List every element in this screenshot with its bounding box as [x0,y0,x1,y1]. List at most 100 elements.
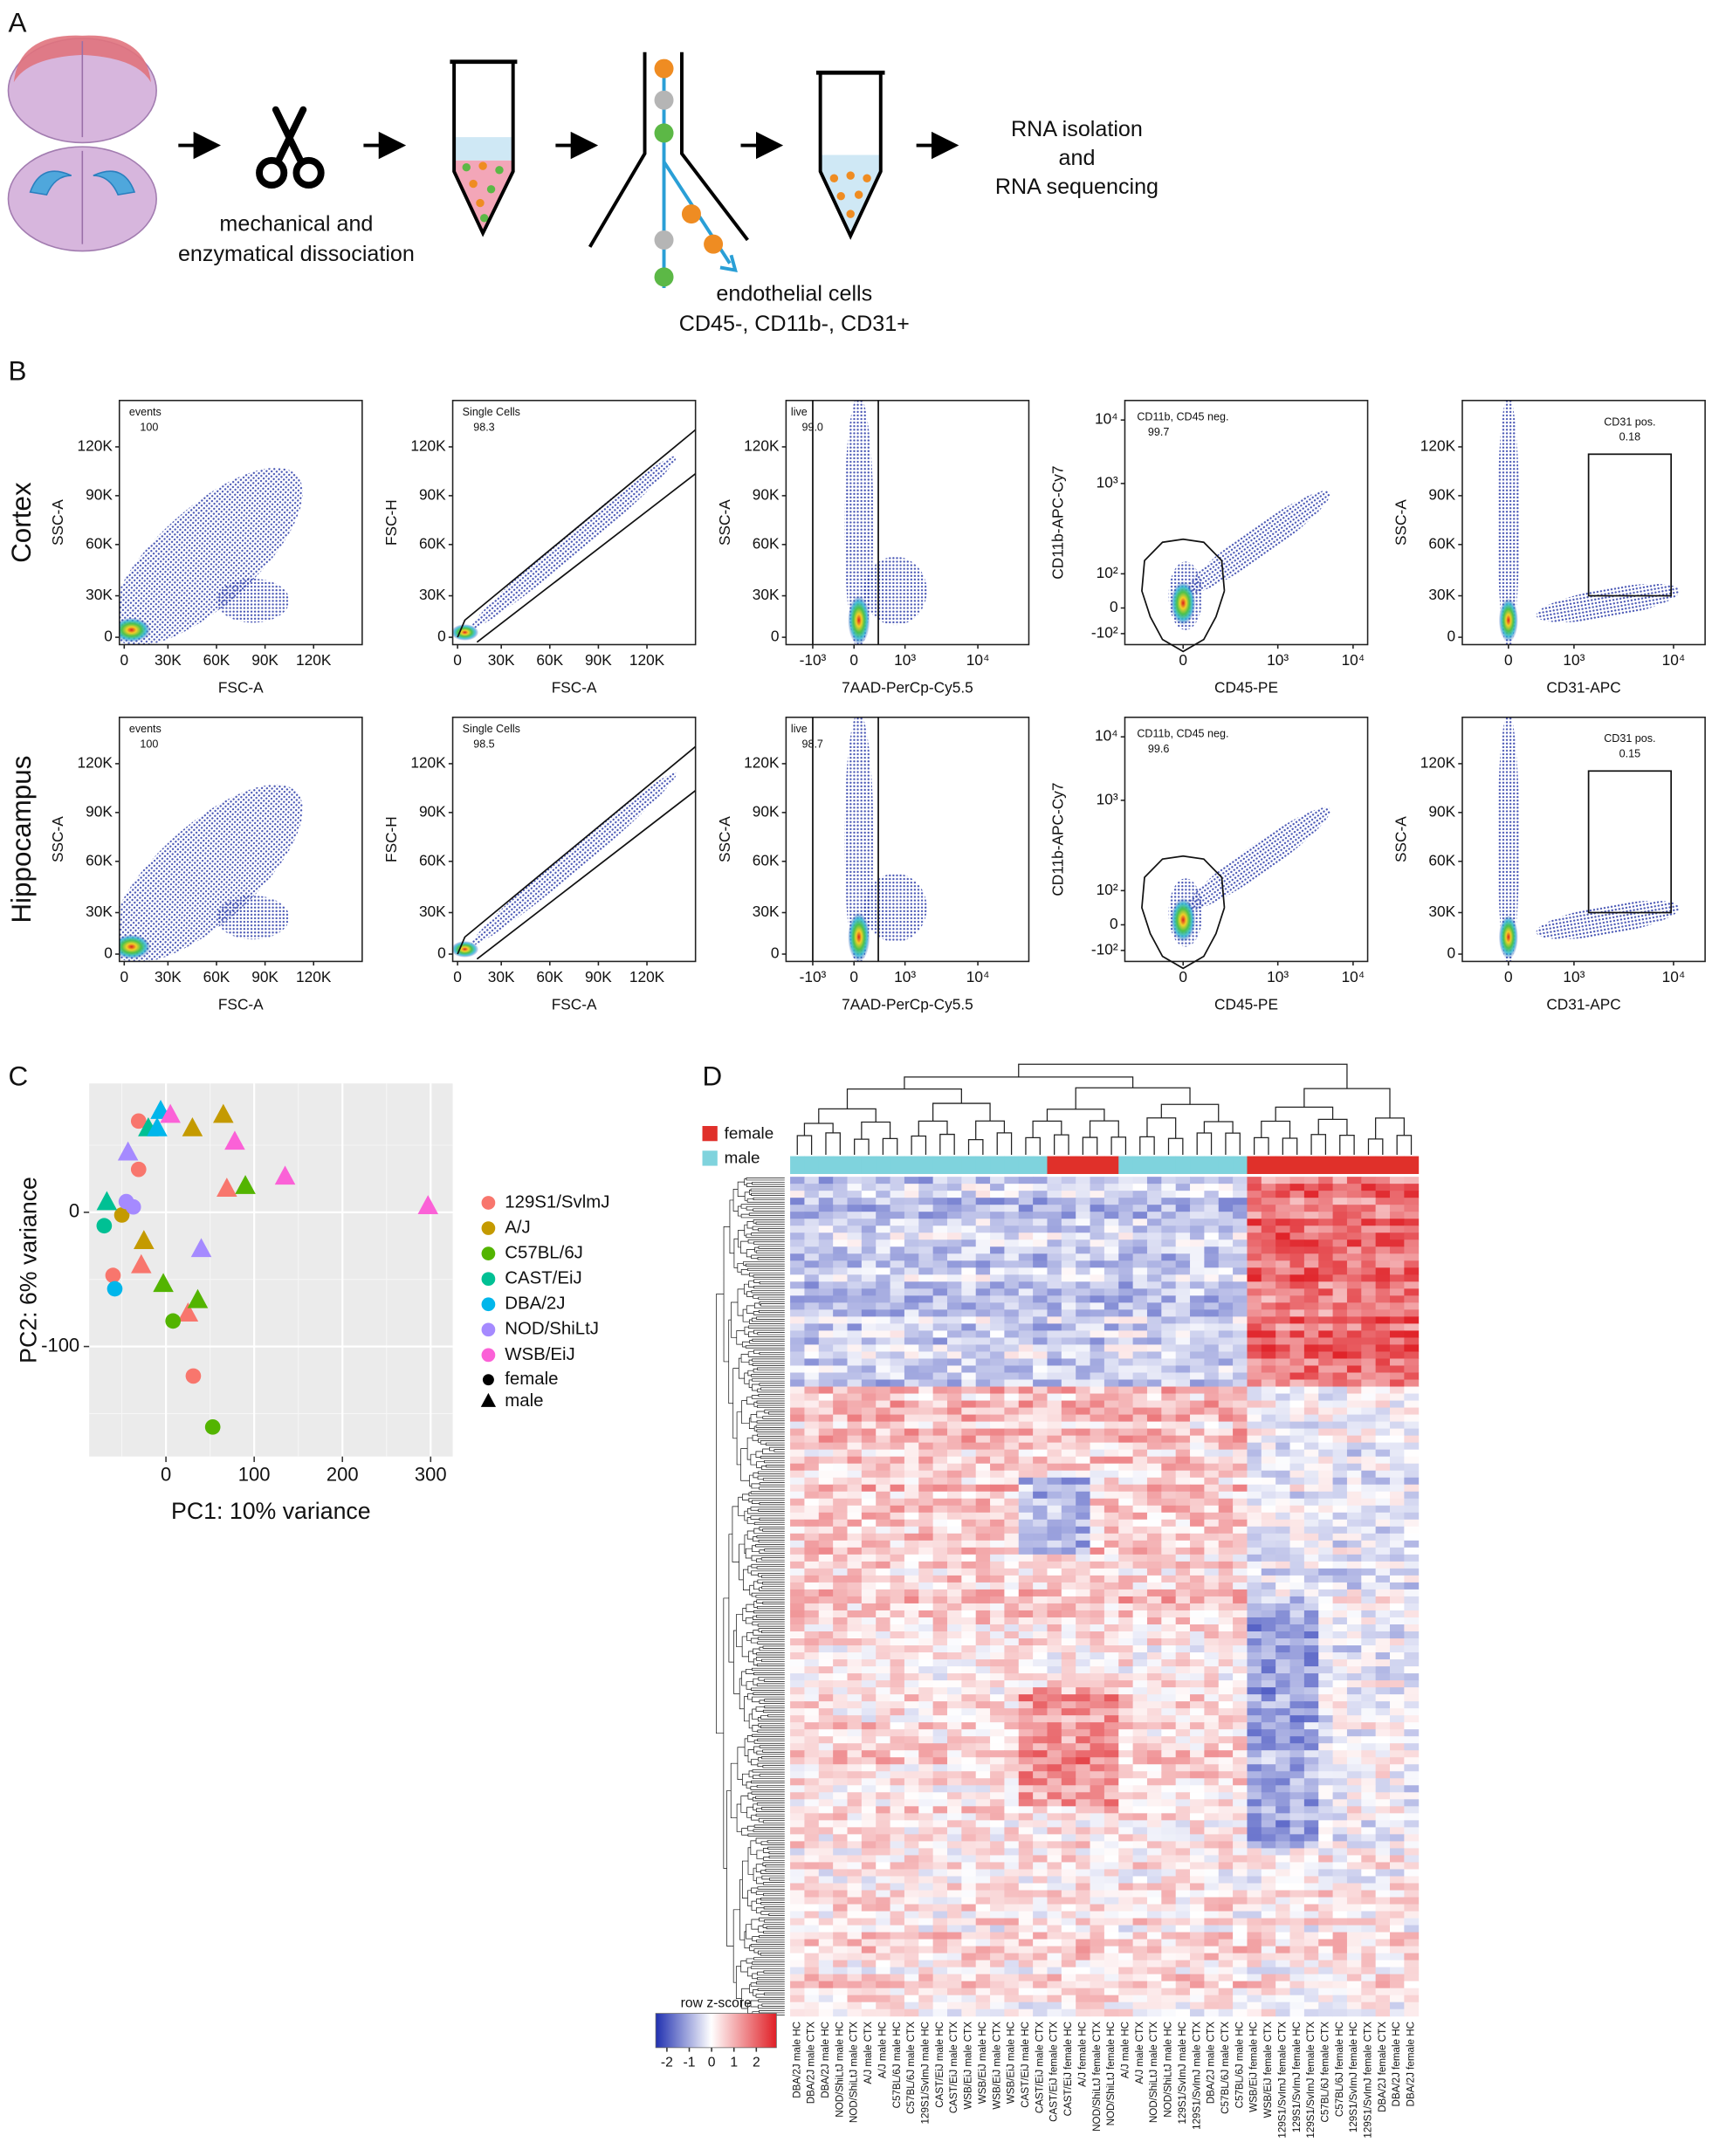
heatmap-texture-cell [1004,1177,1019,1184]
heatmap-texture-cell [976,1555,991,1562]
heatmap-texture-cell [1219,1198,1234,1205]
heatmap-texture-cell [1290,1436,1305,1443]
heatmap-texture-cell [1404,1687,1419,1694]
heatmap-texture-cell [862,1631,877,1638]
heatmap-texture-cell [1390,1638,1405,1645]
heatmap-texture-cell [1004,1757,1019,1764]
heatmap-texture-cell [1019,1729,1034,1736]
heatmap-texture-cell [990,1890,1005,1897]
heatmap-texture-cell [1233,1253,1248,1260]
heatmap-texture-cell [1361,1219,1376,1226]
heatmap-texture-cell [833,1246,848,1253]
heatmap-texture-cell [1118,1499,1133,1506]
heatmap-texture-cell [1090,1813,1105,1820]
heatmap-texture-cell [833,1855,848,1862]
heatmap-texture-cell [1147,1687,1162,1694]
heatmap-texture-cell [1062,1743,1076,1750]
heatmap-texture-cell [1161,1260,1176,1267]
heatmap-texture-cell [1118,1267,1133,1274]
heatmap-texture-cell [947,1499,962,1506]
heatmap-texture-cell [1076,1631,1090,1638]
heatmap-texture-cell [961,1687,976,1694]
heatmap-texture-cell [1133,1239,1148,1246]
heatmap-texture-cell [961,1380,976,1387]
heatmap-texture-cell [1275,1862,1290,1869]
heatmap-texture-cell [1347,1631,1362,1638]
heatmap-texture-cell [933,1408,948,1415]
gate-name: CD31 pos. [1604,415,1655,428]
heatmap-texture-cell [1104,1771,1119,1778]
heatmap-texture-cell [1062,1499,1076,1506]
heatmap-texture-cell [1047,1387,1062,1394]
heatmap-texture-cell [1347,1513,1362,1520]
heatmap-texture-cell [1333,1813,1348,1820]
heatmap-texture-cell [1190,1638,1205,1645]
heatmap-texture-cell [1118,1603,1133,1610]
heatmap-texture-cell [1133,1736,1148,1743]
heatmap-texture-cell [819,1351,834,1358]
heatmap-texture-cell [1361,1792,1376,1799]
heatmap-texture-cell [1133,1848,1148,1855]
heatmap-texture-cell [1333,1436,1348,1443]
heatmap-texture-cell [1118,1506,1133,1513]
heatmap-texture-cell [990,1358,1005,1365]
heatmap-texture-cell [1333,1534,1348,1541]
heatmap-texture-cell [1361,1638,1376,1645]
heatmap-texture-cell [876,1569,890,1576]
heatmap-texture-cell [1304,1694,1319,1701]
heatmap-texture-cell [1262,1757,1276,1764]
heatmap-texture-cell [1233,1673,1248,1680]
heatmap-texture-cell [1304,1330,1319,1337]
heatmap-texture-cell [890,1330,905,1337]
heatmap-texture-cell [933,1617,948,1624]
heatmap-texture-cell [904,1778,919,1785]
heatmap-texture-cell [1233,1260,1248,1267]
heatmap-texture-cell [1033,1436,1048,1443]
heatmap-texture-cell [1318,1680,1333,1687]
heatmap-texture-cell [1376,1295,1391,1302]
heatmap-texture-cell [933,1499,948,1506]
heatmap-texture-cell [1161,1771,1176,1778]
heatmap-texture-cell [1333,1596,1348,1603]
legend-swatch [482,1349,496,1363]
heatmap-texture-cell [947,1415,962,1422]
heatmap-texture-cell [1304,1729,1319,1736]
heatmap-texture-cell [1333,1212,1348,1219]
heatmap-texture-cell [790,1666,805,1673]
heatmap-texture-cell [947,1330,962,1337]
heatmap-texture-cell [1376,1219,1391,1226]
heatmap-texture-cell [1190,1555,1205,1562]
heatmap-texture-cell [1176,1792,1191,1799]
heatmap-texture-cell [1019,1351,1034,1358]
heatmap-texture-cell [1133,1813,1148,1820]
heatmap-texture-cell [976,1302,991,1309]
heatmap-texture-cell [1190,1827,1205,1834]
heatmap-texture-cell [1161,1645,1176,1652]
heatmap-texture-cell [833,1260,848,1267]
heatmap-texture-cell [1133,1499,1148,1506]
x-tick-label: 30K [488,651,515,669]
heatmap-texture-cell [1133,1274,1148,1281]
heatmap-texture-cell [819,1302,834,1309]
heatmap-texture-cell [1004,1890,1019,1897]
heatmap-texture-cell [1404,1883,1419,1890]
heatmap-texture-cell [990,1191,1005,1198]
heatmap-texture-cell [1076,1548,1090,1555]
heatmap-texture-cell [1062,1408,1076,1415]
heatmap-texture-cell [1047,1323,1062,1330]
heatmap-texture-cell [1333,1757,1348,1764]
heatmap-texture-cell [947,1834,962,1841]
heatmap-texture-cell [1376,1659,1391,1666]
heatmap-texture-cell [1176,1253,1191,1260]
heatmap-texture-cell [1262,1869,1276,1876]
heatmap-texture-cell [1004,1191,1019,1198]
heatmap-texture-cell [1147,1603,1162,1610]
heatmap-texture-cell [848,1380,863,1387]
heatmap-texture-cell [1204,1883,1219,1890]
heatmap-texture-cell [1118,1569,1133,1576]
heatmap-texture-cell [1076,1337,1090,1344]
heatmap-texture-cell [1161,1408,1176,1415]
heatmap-texture-cell [833,1603,848,1610]
heatmap-texture-cell [890,1876,905,1883]
heatmap-texture-cell [1104,1520,1119,1527]
